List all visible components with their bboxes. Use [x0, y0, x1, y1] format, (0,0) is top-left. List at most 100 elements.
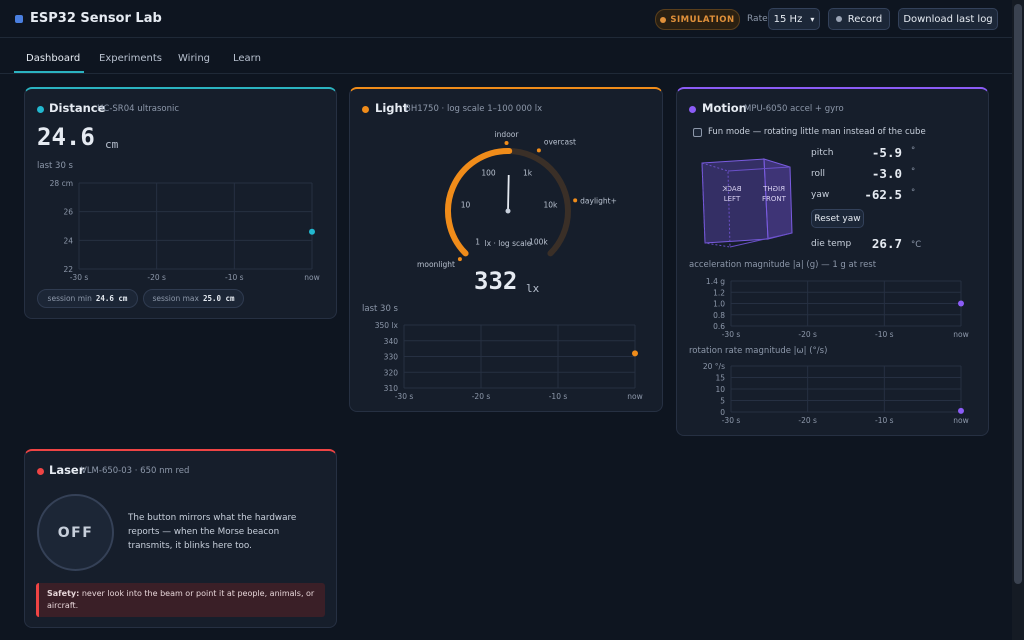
readout-value: -3.0	[871, 166, 902, 181]
card-title: Light	[375, 101, 409, 115]
reading: 24.6	[37, 123, 95, 151]
x-tick-label: -10 s	[225, 273, 244, 282]
chevron: ▾	[810, 14, 815, 24]
stat-pill: session max 25.0 cm	[143, 289, 244, 308]
tab[interactable]: Learn	[233, 53, 261, 64]
lux-gauge: 1 10 100 1k 10k 100k moonlight indoor overcast da…	[417, 130, 617, 269]
laser-toggle[interactable]: OFF	[37, 494, 114, 571]
y-tick-label: 15	[715, 374, 725, 383]
reading: 332	[474, 267, 518, 295]
x-tick-label: -20 s	[798, 416, 817, 425]
top-bar	[0, 0, 1012, 38]
cube-label: LEFT	[724, 195, 741, 203]
status-dot	[362, 106, 369, 113]
window-label: last 30 s	[362, 304, 398, 314]
tab[interactable]: Wiring	[178, 53, 211, 64]
rate-value: 15 Hz	[773, 13, 803, 25]
gauge-marker-label: indoor	[495, 130, 520, 139]
readout-value: -5.9	[871, 145, 902, 160]
reset-yaw-button[interactable]: Reset yaw	[811, 209, 864, 228]
reset-yaw-text: Reset yaw	[814, 213, 861, 224]
stat-value: 24.6 cm	[95, 294, 128, 303]
x-tick-label: now	[953, 416, 968, 425]
x-tick-label: -10 s	[549, 392, 568, 401]
gauge-marker-label: moonlight	[417, 260, 455, 269]
y-tick-label: 340	[384, 337, 399, 346]
x-tick-label: -20 s	[798, 330, 817, 339]
stat-pill: session min 24.6 cm	[37, 289, 138, 308]
gauge-marker	[573, 198, 578, 203]
gauge-marker	[536, 148, 541, 153]
x-tick-label: -30 s	[70, 273, 89, 282]
card-subtitle: VLM-650-03 · 650 nm red	[81, 466, 190, 476]
tab[interactable]: Experiments	[99, 53, 162, 64]
y-tick-label: 310	[384, 384, 399, 393]
laser-card: Laser VLM-650-03 · 650 nm red OFF The bu…	[24, 449, 337, 628]
gauge-tick-label: 100	[481, 169, 496, 178]
mode-text: SIMULATION	[670, 14, 735, 25]
window-label: last 30 s	[37, 161, 73, 171]
checkbox[interactable]	[693, 128, 702, 137]
x-tick-label: -30 s	[722, 330, 741, 339]
logo	[15, 15, 23, 23]
chart-caption: acceleration magnitude |a| (g) — 1 g at …	[689, 260, 877, 270]
readout-label: yaw	[811, 190, 830, 200]
chart-caption: rotation rate magnitude |ω| (°/s)	[689, 346, 828, 356]
download-button[interactable]: Download last log	[898, 8, 998, 30]
readout-unit: °	[911, 167, 916, 177]
card-title: Laser	[49, 463, 85, 477]
safety-label: Safety:	[47, 589, 80, 598]
readout-label: roll	[811, 169, 826, 179]
data-point	[958, 407, 964, 414]
x-tick-label: -30 s	[722, 416, 741, 425]
checkbox-label[interactable]: Fun mode — rotating little man instead o…	[708, 127, 926, 137]
laser-state: OFF	[57, 524, 94, 541]
x-tick-label: now	[627, 392, 642, 401]
light-chart: 350 lx 340 330 320 310-30 s -20 s -10 s now	[375, 321, 643, 401]
y-tick-label: 320	[384, 368, 399, 377]
distance-card: Distance HC-SR04 ultrasonic 24.6 cm last…	[24, 87, 337, 319]
reading-unit: cm	[105, 138, 119, 151]
readout-value: -62.5	[864, 187, 902, 202]
y-tick-label: 0.6	[713, 322, 725, 331]
temp-unit: °C	[911, 240, 922, 250]
accel-chart: 1.4 g 1.2 1.0 0.8 0.6-30 s -20 s -10 s now	[706, 277, 969, 339]
x-tick-label: -20 s	[472, 392, 491, 401]
gauge-tick-label: 10k	[544, 200, 559, 209]
stat-label: session max	[152, 294, 199, 303]
cube-label: RIGHT	[762, 185, 785, 193]
stat-label: session min	[47, 294, 92, 303]
gauge-tick-label: 1	[475, 237, 480, 246]
y-tick-label: 22	[63, 265, 73, 274]
y-tick-label: 0	[720, 408, 725, 417]
status-dot	[37, 468, 44, 475]
x-tick-label: -30 s	[395, 392, 414, 401]
status-dot	[37, 106, 44, 113]
y-tick-label: 0.8	[713, 311, 725, 320]
reading-unit: lx	[526, 282, 540, 295]
tab[interactable]: Dashboard	[26, 53, 81, 64]
card-title: Motion	[702, 101, 747, 115]
safety-note: Safety: never look into the beam or poin…	[36, 583, 325, 617]
card-title: Distance	[49, 101, 106, 115]
temp-label: die temp	[811, 239, 852, 249]
record-dot	[835, 16, 842, 22]
cube-label: FRONT	[762, 195, 787, 203]
cube-label: BACK	[722, 185, 741, 193]
rate-select[interactable]: 15 Hz ▾	[768, 8, 820, 30]
cube-edge	[727, 166, 791, 172]
scroll-thumb[interactable]	[1014, 4, 1022, 584]
x-tick-label: now	[953, 330, 968, 339]
motion-card: Motion MPU-6050 accel + gyro Fun mode — …	[676, 87, 989, 436]
laser-description: The button mirrors what the hardware rep…	[128, 513, 297, 551]
record-button[interactable]: Record	[828, 8, 890, 30]
data-point	[309, 228, 315, 235]
temp-value: 26.7	[871, 236, 902, 251]
safety-text: never look into the beam or point it at …	[47, 589, 315, 610]
x-tick-label: -10 s	[875, 416, 894, 425]
status-dot	[689, 106, 696, 113]
y-tick-label: 1.2	[713, 288, 725, 297]
scrollbar[interactable]	[1012, 0, 1024, 640]
